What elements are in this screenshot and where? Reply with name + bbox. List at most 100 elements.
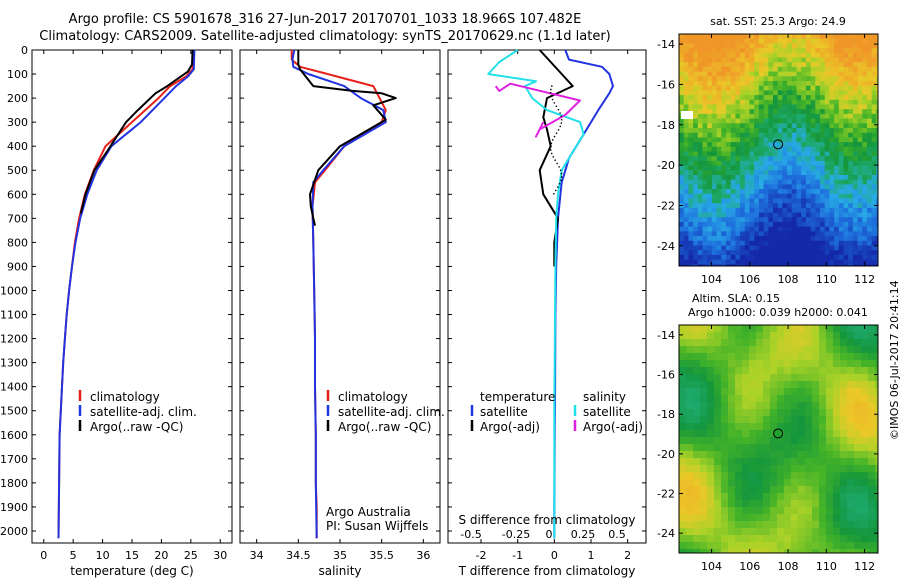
map-pixel [740, 137, 746, 143]
map-pixel [854, 360, 862, 368]
map-pixel [763, 437, 771, 445]
map-pixel [815, 240, 821, 246]
map-pixel [742, 353, 750, 361]
map-pixel [679, 486, 687, 494]
map-pixel [754, 113, 760, 120]
map-pixel [787, 48, 793, 54]
map-pixel [848, 240, 854, 246]
map-pixel [777, 184, 783, 190]
map-pixel [735, 99, 741, 105]
map-pixel [756, 472, 764, 480]
map-pixel [782, 217, 788, 223]
map-pixel [735, 254, 741, 261]
map-pixel [862, 236, 868, 242]
map-pixel [787, 254, 793, 261]
map-pixel [798, 381, 806, 389]
diff-raw-dot [558, 182, 561, 185]
map-pixel [777, 207, 783, 214]
map-pixel [826, 493, 834, 501]
map-pixel [716, 66, 722, 73]
map-pixel [773, 254, 779, 261]
map-pixel [838, 179, 844, 185]
map-pixel [735, 179, 741, 185]
map-pixel [826, 346, 834, 354]
map-pixel [735, 416, 743, 424]
map-pixel [679, 395, 687, 403]
map-pixel [749, 486, 757, 494]
map-pixel [852, 48, 859, 54]
map-pixel [854, 353, 862, 361]
map-pixel [782, 109, 788, 115]
map-pixel [749, 264, 755, 266]
map-pixel [763, 142, 769, 148]
map-pixel [805, 57, 812, 63]
map-pixel [852, 132, 859, 138]
map-pixel [773, 85, 779, 91]
map-pixel [791, 104, 797, 110]
map-pixel [824, 217, 830, 223]
map-pixel [867, 128, 873, 134]
map-pixel [868, 388, 876, 396]
map-pixel [829, 179, 835, 185]
map-pixel [801, 132, 807, 138]
map-pixel [820, 43, 826, 49]
map-pixel [702, 165, 708, 171]
map-pixel [688, 240, 694, 246]
map-pixel [857, 132, 863, 138]
map-pixel [876, 222, 878, 228]
map-pixel [777, 48, 783, 54]
map-pixel [796, 175, 802, 181]
map-pixel [744, 66, 750, 73]
map-pixel [829, 207, 835, 214]
map-pixel [876, 245, 878, 251]
map-pixel [798, 444, 806, 452]
map-pixel [791, 259, 797, 265]
map-pixel [770, 395, 778, 403]
map-pixel [868, 514, 876, 522]
map-pixel [834, 226, 840, 232]
map-pixel [854, 500, 862, 508]
map-pixel [875, 528, 878, 536]
map-pixel [721, 254, 727, 261]
map-pixel [840, 353, 848, 361]
map-pixel [744, 250, 750, 256]
map-pixel [796, 203, 802, 209]
map-pixel [735, 437, 743, 445]
map-pixel [777, 535, 785, 543]
map-pixel [834, 146, 840, 152]
map-pixel [876, 128, 878, 134]
map-pixel [820, 231, 826, 237]
map-pixel [735, 81, 741, 87]
map-pixel [777, 259, 783, 265]
map-pixel [782, 259, 788, 265]
map-pixel [819, 500, 827, 508]
map-pixel [770, 542, 778, 550]
map-pixel [875, 458, 878, 466]
map-pixel [714, 514, 722, 522]
map-pixel [707, 95, 713, 101]
map-pixel [744, 231, 750, 237]
map-pixel [683, 95, 689, 101]
map-pixel [749, 118, 755, 124]
map-pixel [798, 402, 806, 410]
map-pixel [834, 38, 840, 44]
depth-tick-label: 1800 [0, 477, 28, 490]
map-pixel [784, 381, 792, 389]
map-pixel [707, 402, 715, 410]
map-pixel [861, 374, 869, 382]
map-pixel [726, 146, 732, 152]
map-pixel [843, 48, 849, 54]
map-pixel [697, 175, 703, 181]
map-pixel [777, 217, 783, 223]
map-pixel [707, 207, 713, 214]
map-pixel [838, 85, 844, 91]
map-pixel [693, 222, 699, 228]
map-pixel [838, 193, 844, 199]
map-pixel [777, 458, 785, 466]
map-pixel [796, 95, 802, 101]
map-pixel [829, 123, 835, 129]
map-pixel [843, 250, 849, 256]
map-pixel [700, 472, 708, 480]
map-pixel [716, 76, 722, 82]
map-pixel [758, 151, 765, 157]
